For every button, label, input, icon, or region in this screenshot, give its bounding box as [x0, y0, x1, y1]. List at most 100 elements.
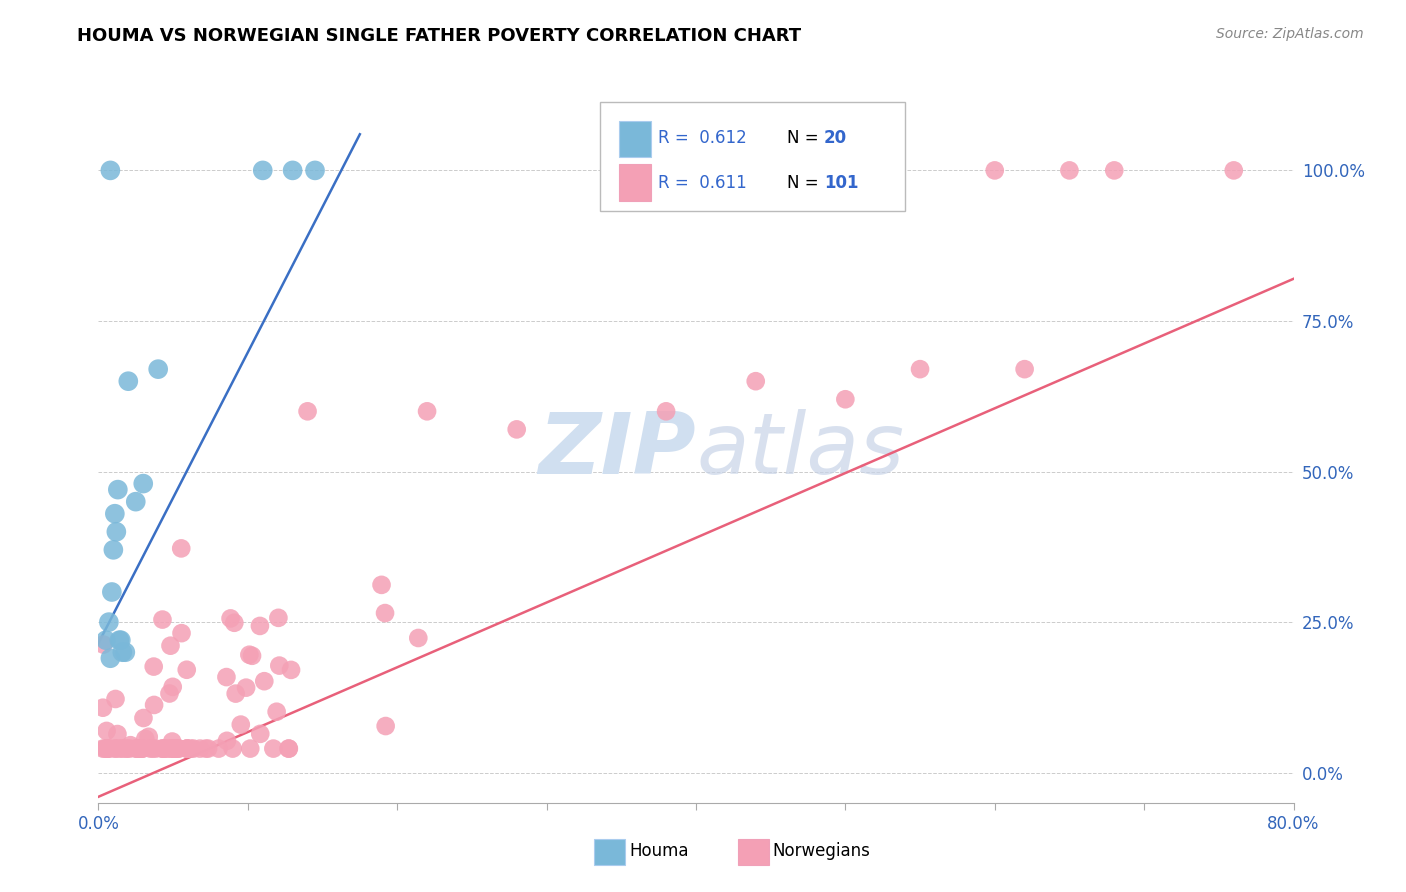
Point — [163, 741, 186, 756]
Point — [281, 163, 304, 178]
Point — [104, 507, 127, 521]
Point — [150, 741, 173, 756]
Point — [153, 741, 176, 756]
Point — [152, 613, 174, 627]
Text: N =: N = — [787, 174, 818, 192]
Point — [222, 741, 245, 756]
Point — [165, 741, 187, 756]
Point — [156, 741, 179, 756]
Point — [163, 741, 186, 756]
Point — [118, 741, 141, 756]
Point — [91, 741, 114, 756]
Point — [506, 422, 529, 436]
FancyBboxPatch shape — [620, 120, 651, 157]
Point — [114, 741, 136, 756]
Point — [91, 700, 114, 714]
Point — [120, 738, 142, 752]
Point — [114, 645, 136, 659]
Point — [131, 741, 153, 756]
Point — [655, 404, 678, 418]
Text: R =  0.611: R = 0.611 — [658, 174, 747, 192]
Point — [197, 741, 219, 756]
Point — [183, 741, 205, 756]
Point — [98, 741, 121, 756]
Point — [267, 611, 290, 625]
Point — [170, 626, 193, 640]
Point — [104, 692, 127, 706]
Point — [280, 663, 302, 677]
Point — [235, 681, 257, 695]
Point — [134, 731, 156, 746]
Point — [238, 648, 260, 662]
Point — [96, 741, 118, 756]
Point — [262, 741, 284, 756]
Point — [159, 639, 181, 653]
Text: ZIP: ZIP — [538, 409, 696, 492]
Text: Houma: Houma — [628, 842, 689, 860]
Point — [96, 741, 118, 756]
Point — [94, 633, 117, 648]
Point — [266, 705, 288, 719]
Point — [180, 741, 202, 756]
Text: N =: N = — [787, 129, 818, 147]
Point — [139, 741, 162, 756]
Point — [160, 741, 183, 756]
Text: atlas: atlas — [696, 409, 904, 492]
Point — [176, 741, 198, 756]
Point — [145, 741, 167, 756]
Point — [408, 631, 430, 645]
Point — [167, 741, 190, 756]
Text: R =  0.612: R = 0.612 — [658, 129, 747, 147]
Point — [162, 680, 184, 694]
Point — [416, 404, 439, 418]
Point — [105, 524, 128, 539]
Point — [176, 741, 198, 756]
Point — [249, 619, 271, 633]
Point — [108, 741, 131, 756]
Point — [240, 648, 263, 663]
Point — [1059, 163, 1081, 178]
Point — [165, 741, 187, 756]
Point — [370, 578, 392, 592]
Point — [239, 741, 262, 756]
Point — [304, 163, 326, 178]
Point — [142, 659, 165, 673]
Point — [111, 645, 134, 659]
Point — [128, 741, 150, 756]
Point — [131, 741, 153, 756]
Point — [98, 651, 122, 665]
Point — [104, 741, 127, 756]
Point — [208, 741, 231, 756]
Point — [745, 374, 768, 388]
Point — [159, 686, 181, 700]
Point — [1014, 362, 1036, 376]
Point — [194, 741, 217, 756]
Point — [1104, 163, 1126, 178]
Point — [143, 698, 166, 712]
Point — [105, 741, 128, 756]
FancyBboxPatch shape — [595, 839, 626, 865]
Point — [297, 404, 319, 418]
Text: 20: 20 — [824, 129, 846, 147]
Point — [277, 741, 299, 756]
Point — [110, 633, 132, 648]
Point — [125, 741, 148, 756]
Point — [97, 741, 120, 756]
Point — [176, 663, 198, 677]
Point — [219, 611, 242, 625]
Point — [94, 741, 117, 756]
Text: 101: 101 — [824, 174, 858, 192]
Point — [103, 542, 125, 557]
Point — [111, 741, 134, 756]
Point — [834, 392, 856, 407]
Point — [176, 741, 198, 756]
Point — [188, 741, 211, 756]
Point — [215, 670, 238, 684]
Point — [148, 362, 170, 376]
FancyBboxPatch shape — [738, 839, 769, 865]
Point — [142, 741, 165, 756]
Point — [132, 711, 155, 725]
Point — [96, 723, 118, 738]
Point — [253, 674, 276, 689]
Point — [108, 633, 131, 648]
